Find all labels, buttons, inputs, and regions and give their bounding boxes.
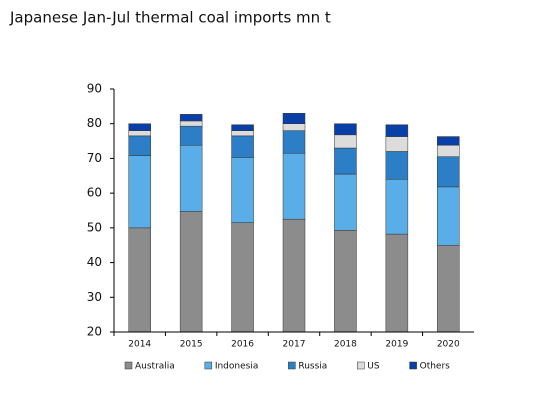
- bar-segment: [128, 123, 151, 131]
- bar-segment: [282, 152, 306, 220]
- bar-segment: [437, 136, 460, 146]
- y-tick-label: 60: [87, 186, 102, 200]
- bar-segment: [385, 124, 409, 137]
- x-tick-label: 2018: [334, 340, 357, 350]
- bar-segment: [231, 135, 254, 158]
- legend-swatch: [124, 361, 133, 370]
- legend-label: Australia: [135, 362, 175, 372]
- legend-swatch: [357, 361, 365, 370]
- legend-swatch: [288, 361, 296, 370]
- y-tick-label: 50: [87, 220, 102, 234]
- bar-segment: [231, 157, 254, 223]
- bar-segment: [179, 144, 203, 212]
- bar-segment: [334, 134, 357, 149]
- bar-segment: [179, 125, 203, 146]
- legend-swatch: [204, 361, 213, 370]
- bar-segment: [334, 147, 357, 175]
- y-tick-label: 30: [87, 290, 102, 304]
- bar-segment: [231, 222, 254, 333]
- legend-label: Indonesia: [215, 362, 259, 372]
- bar-segment: [385, 233, 409, 333]
- bar-segment: [437, 186, 460, 246]
- bar-segment: [334, 230, 357, 333]
- bar-segment: [282, 113, 306, 124]
- bar-segment: [437, 244, 460, 333]
- chart-title: Japanese Jan-Jul thermal coal imports mn…: [9, 9, 331, 27]
- x-tick-label: 2017: [283, 340, 306, 350]
- bar-segment: [231, 124, 254, 131]
- x-tick-label: 2019: [385, 340, 408, 350]
- bar-segment: [231, 130, 254, 137]
- bar-segment: [179, 114, 203, 122]
- y-tick-label: 20: [87, 325, 102, 339]
- bar-segment: [385, 136, 409, 152]
- bar-segment: [128, 227, 151, 333]
- bar-segment: [385, 179, 409, 235]
- bar-segment: [334, 173, 357, 231]
- bar-segment: [179, 120, 203, 127]
- bar-segment: [128, 135, 151, 156]
- bar-segment: [334, 123, 357, 136]
- bar-segment: [282, 123, 306, 131]
- y-tick-label: 70: [87, 151, 102, 165]
- bar-segment: [128, 155, 151, 229]
- y-tick-label: 40: [87, 255, 102, 269]
- bar-segment: [179, 211, 203, 333]
- bar-segment: [437, 156, 460, 188]
- bar-segment: [437, 144, 460, 157]
- bar-segment: [128, 130, 151, 137]
- legend-label: US: [367, 362, 380, 372]
- x-tick-label: 2016: [231, 340, 254, 350]
- legend-label: Russia: [298, 362, 327, 372]
- x-tick-label: 2015: [180, 340, 203, 350]
- y-tick-label: 90: [87, 82, 102, 96]
- bar-segment: [282, 130, 306, 154]
- legend-swatch: [409, 361, 417, 370]
- bar-segment: [282, 218, 306, 333]
- x-tick-label: 2014: [128, 340, 151, 350]
- y-tick-label: 80: [87, 116, 102, 130]
- bar-segment: [385, 151, 409, 180]
- legend-label: Others: [420, 362, 451, 372]
- x-tick-label: 2020: [437, 340, 460, 350]
